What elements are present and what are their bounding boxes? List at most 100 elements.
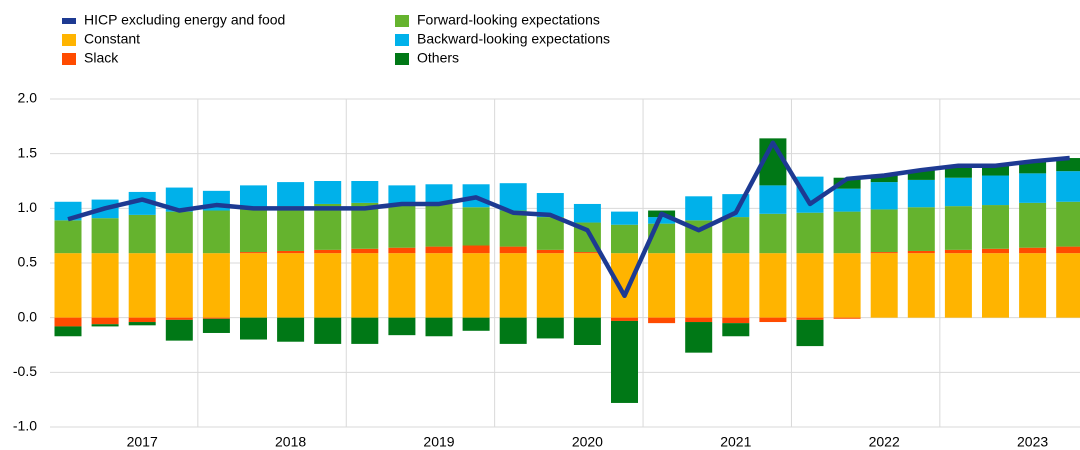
bar-segment [277,182,305,207]
bar-segment [462,245,490,254]
bar-segment [499,183,527,211]
bar-segment [1056,201,1080,247]
bar-segment [165,319,193,341]
bar-segment [573,317,601,345]
legend-label: Backward-looking expectations [417,31,610,47]
bar-segment [759,253,787,318]
bar-segment [1056,246,1080,254]
bar-segment [54,317,82,327]
bar-segment [685,196,713,221]
bar-segment [907,179,935,208]
bar-segment [944,177,972,207]
bar-segment [165,253,193,318]
bar-segment [165,211,193,254]
bar-segment [91,218,119,254]
bar-segment [982,205,1009,249]
bar-segment [277,250,305,254]
bar-segment [128,317,156,323]
bar-segment [944,253,972,318]
bar-segment [611,224,638,254]
bar-segment [648,253,676,318]
y-tick-label: -1.0 [13,418,37,434]
bar-segment [425,184,453,203]
bar-segment [536,317,564,339]
bar-segment [128,322,156,326]
bar-segment [722,317,750,324]
bar-segment [944,206,972,250]
labels: -1.0 -0.5 0.0 0.5 1.0 1.5 2.0 2017 2018 2019 2020 2… [13,90,1049,450]
bar-segment [425,317,453,337]
y-tick-label: 1.0 [18,199,38,215]
bar-segment [611,253,638,318]
bar-segment [277,253,305,318]
bar-segment [388,317,416,336]
bar-segment [833,317,861,319]
bar-segment [499,253,527,318]
bar-segment [573,253,601,318]
bar-segment [314,317,342,344]
bar-segment [759,317,787,323]
bar-segment [573,203,601,223]
legend-swatch [395,34,409,46]
legend-label: Constant [84,31,140,47]
bar-segment [870,252,898,254]
bar-segment [314,203,342,250]
bar-segment [202,317,230,319]
bar-segment [1019,253,1047,318]
bar-segment [91,317,119,325]
y-tick-label: -0.5 [13,363,37,379]
x-tick-label: 2021 [720,434,751,450]
bar-segment [982,175,1009,206]
bar-segment [54,326,82,337]
bar-segment [1056,171,1080,202]
bar-segment [759,185,787,214]
legend-label: Others [417,50,459,66]
bar-segment [796,176,824,213]
bar-segment [944,249,972,254]
bar-segment [388,185,416,204]
bar-segment [351,248,379,254]
bar-segment [796,253,824,318]
legend-swatch [395,15,409,27]
bar-segment [314,253,342,318]
bar-segment [573,252,601,254]
bar-segment [54,220,82,254]
bar-segment [425,246,453,254]
legend-label: Forward-looking expectations [417,12,600,28]
bar-segment [833,177,861,189]
bar-segment [351,253,379,318]
bar-segment [833,211,861,254]
bar-segment [870,209,898,253]
bar-segment [462,253,490,318]
bar-segment [1019,202,1047,248]
bar-segment [648,317,676,324]
bar-segment [536,253,564,318]
bar-segment [722,323,750,337]
legend-swatch [395,53,409,65]
bar-segment [91,253,119,318]
bar-segment [462,317,490,331]
bar-segment [499,317,527,344]
bar-segment [982,248,1009,254]
legend-swatch [62,53,76,65]
bar-segment [722,253,750,318]
bar-segment [685,253,713,318]
x-tick-label: 2018 [275,434,306,450]
legend-swatch [62,34,76,46]
line-series [67,140,1070,299]
x-tick-label: 2019 [423,434,454,450]
bar-segment [907,207,935,251]
bar-segment [1056,158,1080,172]
bar-segment [240,185,267,209]
bar-segment [240,317,267,340]
bar-segment [202,253,230,318]
bar-segment [54,253,82,318]
bars [54,138,1080,403]
bar-segment [536,217,564,250]
x-tick-label: 2023 [1017,434,1048,450]
bar-segment [982,253,1009,318]
bar-segment [611,317,638,321]
bar-segment [907,170,935,180]
lines [67,140,1070,299]
x-tick-label: 2017 [127,434,158,450]
